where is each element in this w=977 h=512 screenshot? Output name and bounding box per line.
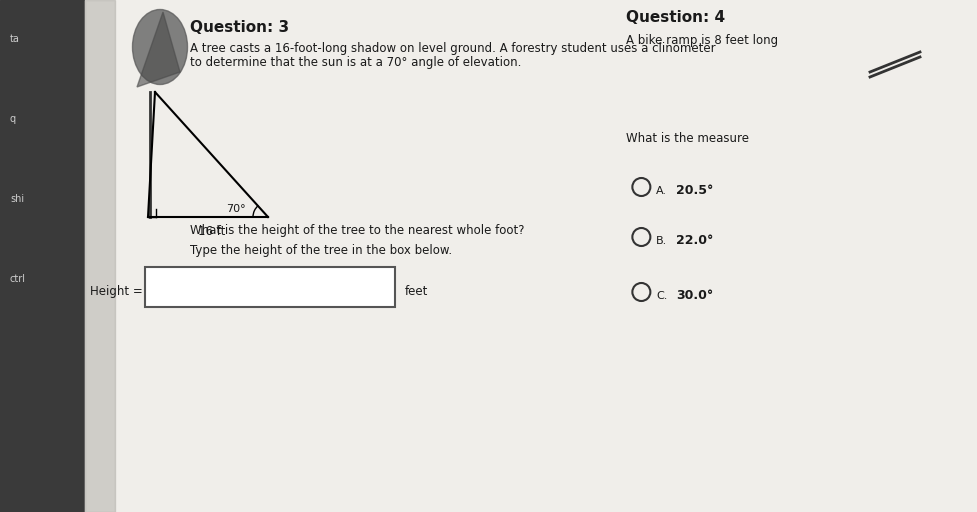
Text: 22.0°: 22.0°	[676, 234, 713, 247]
Text: A.: A.	[656, 186, 666, 196]
Ellipse shape	[132, 10, 188, 84]
Text: to determine that the sun is at a 70° angle of elevation.: to determine that the sun is at a 70° an…	[190, 56, 521, 69]
Text: ctrl: ctrl	[10, 274, 26, 284]
Text: Question: 3: Question: 3	[190, 20, 289, 35]
Text: 70°: 70°	[226, 204, 245, 214]
Text: C.: C.	[656, 291, 667, 301]
Text: What is the height of the tree to the nearest whole foot?: What is the height of the tree to the ne…	[190, 224, 524, 237]
Bar	[85, 0, 115, 512]
Text: A bike ramp is 8 feet long: A bike ramp is 8 feet long	[625, 34, 778, 47]
Text: shi: shi	[10, 194, 24, 204]
Text: feet: feet	[404, 285, 428, 298]
Text: q: q	[10, 114, 16, 124]
Text: ta: ta	[10, 34, 20, 44]
Polygon shape	[137, 12, 180, 87]
Text: 30.0°: 30.0°	[676, 289, 713, 302]
Text: 16 ft: 16 ft	[197, 225, 225, 238]
Text: 20.5°: 20.5°	[676, 184, 713, 197]
Text: B.: B.	[656, 236, 667, 246]
Bar	[145, 267, 395, 307]
Text: Question: 4: Question: 4	[625, 10, 725, 25]
Text: What is the measure: What is the measure	[625, 132, 748, 145]
Text: Type the height of the tree in the box below.: Type the height of the tree in the box b…	[190, 244, 451, 257]
Text: A tree casts a 16-foot-long shadow on level ground. A forestry student uses a cl: A tree casts a 16-foot-long shadow on le…	[190, 42, 715, 55]
Text: Height =: Height =	[90, 285, 143, 298]
Bar	[0, 0, 85, 512]
